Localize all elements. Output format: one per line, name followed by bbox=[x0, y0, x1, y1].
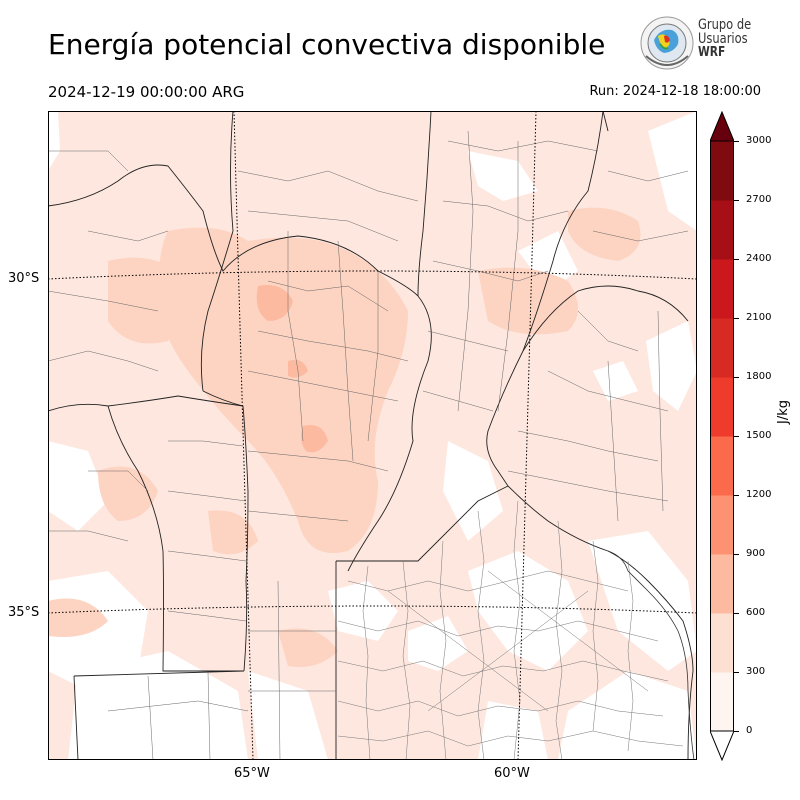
lat-label-30s: 30°S bbox=[8, 271, 40, 286]
colorbar-tick-mark bbox=[734, 554, 739, 555]
colorbar-tick-mark bbox=[734, 318, 739, 319]
colorbar-tick-mark bbox=[734, 377, 739, 378]
colorbar-tick-label: 1200 bbox=[746, 489, 772, 500]
map-title: Energía potencial convectiva disponible bbox=[48, 28, 606, 61]
colorbar-tick-label: 1800 bbox=[746, 371, 772, 382]
colorbar-border bbox=[710, 140, 734, 732]
province-boundaries bbox=[48, 111, 694, 760]
colorbar-tick-mark bbox=[734, 495, 739, 496]
colorbar-segment bbox=[710, 495, 734, 555]
logo-line-2: Usuarios bbox=[698, 31, 748, 47]
colorbar-segment bbox=[710, 141, 734, 201]
globe-emblem-icon bbox=[640, 16, 694, 70]
map-panel[interactable] bbox=[48, 111, 697, 760]
colorbar-segment bbox=[710, 672, 734, 732]
colorbar-tick-mark bbox=[734, 436, 739, 437]
higher-cape-areas bbox=[256, 285, 328, 453]
colorbar-segment bbox=[710, 200, 734, 260]
colorbar-segment bbox=[710, 613, 734, 673]
colorbar-over-triangle bbox=[709, 110, 735, 142]
lon-label-60w: 60°W bbox=[494, 766, 530, 781]
colorbar-tick-mark bbox=[734, 200, 739, 201]
colorbar-tick-label: 2100 bbox=[746, 312, 772, 323]
colorbar-segment bbox=[710, 259, 734, 319]
logo-line-3: WRF bbox=[698, 45, 726, 60]
colorbar-tick-mark bbox=[734, 613, 739, 614]
colorbar-graphic bbox=[709, 110, 735, 762]
logo: Grupo de Usuarios WRF bbox=[638, 16, 768, 74]
colorbar-tick-label: 300 bbox=[746, 666, 766, 677]
coastline bbox=[607, 550, 695, 760]
colorbar-unit-label: J/kg bbox=[776, 400, 791, 424]
colorbar-tick-mark bbox=[734, 141, 739, 142]
colorbar-tick-label: 2400 bbox=[746, 253, 772, 264]
colorbar-segment bbox=[710, 554, 734, 614]
moderate-cape-areas bbox=[48, 207, 641, 667]
lon-label-65w: 65°W bbox=[234, 766, 270, 781]
colorbar-tick-label: 2700 bbox=[746, 194, 772, 205]
map-border bbox=[48, 111, 697, 760]
colorbar-tick-label: 3000 bbox=[746, 135, 772, 146]
cape-map[interactable] bbox=[48, 111, 697, 760]
colorbar-tick-label: 0 bbox=[746, 725, 753, 736]
colorbar-tick-mark bbox=[734, 672, 739, 673]
colorbar-under-triangle bbox=[709, 730, 735, 762]
department-boundaries bbox=[48, 130, 689, 760]
lat-label-35s: 35°S bbox=[8, 605, 40, 620]
logo-text: Grupo de Usuarios WRF bbox=[698, 18, 751, 60]
colorbar-tick-mark bbox=[734, 731, 739, 732]
colorbar-tick-label: 900 bbox=[746, 548, 766, 559]
buenos-aires-partidos bbox=[337, 500, 684, 760]
colorbar-segment bbox=[710, 318, 734, 378]
colorbar-segment bbox=[710, 377, 734, 437]
colorbar-tick-mark bbox=[734, 259, 739, 260]
logo-line-1: Grupo de bbox=[698, 17, 752, 33]
colorbar-segment bbox=[710, 436, 734, 496]
valid-time: 2024-12-19 00:00:00 ARG bbox=[48, 83, 245, 101]
run-time: Run: 2024-12-18 18:00:00 bbox=[589, 84, 761, 99]
colorbar-tick-label: 1500 bbox=[746, 430, 772, 441]
colorbar bbox=[709, 110, 735, 762]
colorbar-tick-label: 600 bbox=[746, 607, 766, 618]
